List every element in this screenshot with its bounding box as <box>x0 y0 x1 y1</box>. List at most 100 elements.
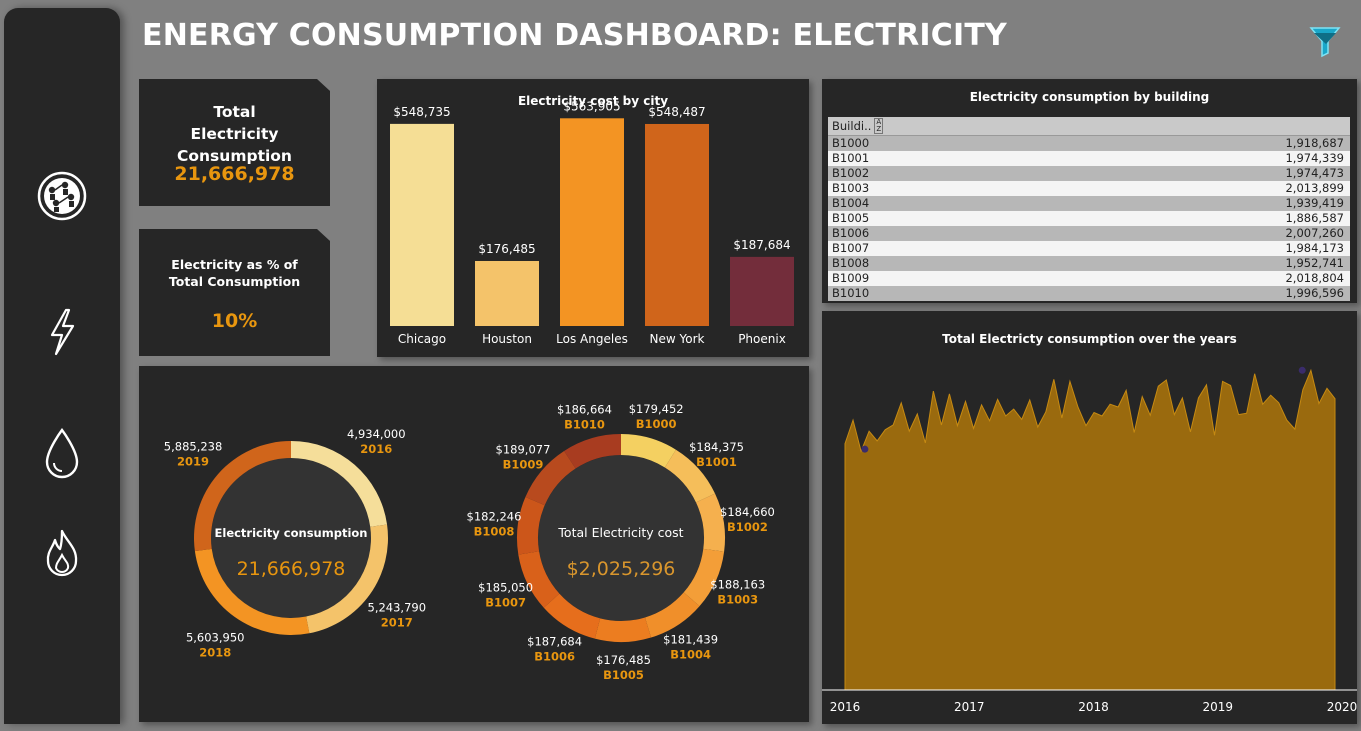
bar-value-label: $187,684 <box>733 238 790 252</box>
donut-value-label: $186,664 <box>557 402 612 416</box>
donut-value-label: 5,243,790 <box>368 601 427 615</box>
donut-slice-b1009[interactable] <box>525 450 576 506</box>
table-row[interactable]: B1001 1,974,339 <box>828 151 1350 166</box>
donut-category-label: B1007 <box>485 595 526 609</box>
donut-category-label: B1003 <box>717 593 758 607</box>
donut-center-value: $2,025,296 <box>567 558 676 580</box>
donut-value-label: $185,050 <box>478 580 533 594</box>
donut-value-label: $176,485 <box>596 653 651 667</box>
bar-houston[interactable] <box>475 260 539 326</box>
bar-value-label: $548,735 <box>393 105 450 119</box>
donut-slice-b1007[interactable] <box>518 551 560 608</box>
donut-value-label: $184,375 <box>689 440 744 454</box>
donut-slice-2019[interactable] <box>194 441 291 552</box>
bar-category-label: Houston <box>482 332 532 346</box>
donut-center-value: 21,666,978 <box>237 558 346 580</box>
table-cell-building: B1002 <box>832 166 870 180</box>
donut-category-label: 2016 <box>360 442 392 456</box>
donut-value-label: $181,439 <box>663 632 718 646</box>
table-cell-building: B1003 <box>832 181 870 195</box>
table-cell-building: B1001 <box>832 151 870 165</box>
donut-slice-b1000[interactable] <box>621 434 676 468</box>
table-row[interactable]: B1009 2,018,804 <box>828 271 1350 286</box>
donut-category-label: B1009 <box>503 458 544 472</box>
donut-slice-b1004[interactable] <box>645 592 700 638</box>
bar-category-label: Los Angeles <box>556 332 628 346</box>
table-cell-building: B1007 <box>832 241 870 255</box>
donut-slice-b1003[interactable] <box>683 548 725 607</box>
donut-slice-b1008[interactable] <box>517 497 545 555</box>
donut-value-label: 5,885,238 <box>164 440 223 454</box>
table-row[interactable]: B1002 1,974,473 <box>828 166 1350 181</box>
donut-category-label: B1004 <box>670 647 711 661</box>
water-drop-icon[interactable] <box>4 426 120 482</box>
bar-category-label: Phoenix <box>738 332 786 346</box>
table-cell-building: B1000 <box>832 136 870 150</box>
area-series[interactable] <box>844 368 1336 691</box>
gas-flame-icon[interactable] <box>4 528 120 580</box>
table-row[interactable]: B1008 1,952,741 <box>828 256 1350 271</box>
donut-slice-b1010[interactable] <box>564 434 621 469</box>
donut-slice-2017[interactable] <box>306 524 388 634</box>
table-cell-building: B1006 <box>832 226 870 240</box>
bar-chart-title: Electricity cost by city <box>517 94 669 108</box>
table-row[interactable]: B1010 1,996,596 <box>828 286 1350 301</box>
donut-center-title: Electricity consumption <box>215 526 368 540</box>
area-chart-title: Total Electricty consumption over the ye… <box>942 332 1237 346</box>
donut-hole <box>211 458 371 618</box>
x-tick-label: 2018 <box>1078 700 1109 714</box>
table-header-label: Buildi.. <box>832 119 872 133</box>
table-row[interactable]: B1007 1,984,173 <box>828 241 1350 256</box>
highlight-marker <box>1298 366 1306 374</box>
table-row[interactable]: B1005 1,886,587 <box>828 211 1350 226</box>
table-cell-value: 2,018,804 <box>1285 271 1344 285</box>
table-title: Electricity consumption by building <box>969 90 1210 104</box>
bar-value-label: $548,487 <box>648 105 705 119</box>
donut-value-label: 5,603,950 <box>186 631 245 645</box>
donut-panel: 4,934,000 2016 5,243,790 2017 5,603,950 2018 5… <box>139 366 809 722</box>
donut-slice-b1002[interactable] <box>696 493 725 552</box>
table-row[interactable]: B1006 2,007,260 <box>828 226 1350 241</box>
table-row[interactable]: B1003 2,013,899 <box>828 181 1350 196</box>
area-chart-card: Total Electricty consumption over the ye… <box>822 311 1357 724</box>
table-cell-building: B1005 <box>832 211 870 225</box>
table-row[interactable]: B1000 1,918,687 <box>828 136 1350 151</box>
bar-new-york[interactable] <box>645 123 709 326</box>
donut-value-label: $188,163 <box>710 578 765 592</box>
donut-slice-b1001[interactable] <box>664 449 716 503</box>
x-tick-label: 2017 <box>954 700 985 714</box>
table-cell-value: 1,996,596 <box>1285 286 1344 300</box>
all-energy-icon[interactable] <box>4 170 120 222</box>
table-row[interactable]: B1004 1,939,419 <box>828 196 1350 211</box>
donut-category-label: B1010 <box>564 417 605 431</box>
x-tick-label: 2016 <box>830 700 861 714</box>
donut-slice-b1005[interactable] <box>594 617 652 642</box>
kpi-percent-value: 10% <box>211 310 258 332</box>
donut-value-label: $179,452 <box>629 402 684 416</box>
table-cell-value: 1,984,173 <box>1285 241 1344 255</box>
donut-slice-b1006[interactable] <box>543 593 601 639</box>
filter-funnel-icon[interactable] <box>1308 24 1342 62</box>
table-cell-building: B1004 <box>832 196 870 210</box>
bar-los-angeles[interactable] <box>560 118 624 327</box>
bar-value-label: $176,485 <box>478 242 535 256</box>
bar-phoenix[interactable] <box>730 256 794 326</box>
table-cell-value: 1,918,687 <box>1285 136 1344 150</box>
donut-value-label: $189,077 <box>496 443 551 457</box>
bar-chicago[interactable] <box>390 123 454 327</box>
table-cell-value: 2,007,260 <box>1285 226 1344 240</box>
table-cell-value: 1,974,339 <box>1285 151 1344 165</box>
page-title: ENERGY CONSUMPTION DASHBOARD: ELECTRICIT… <box>142 18 1007 53</box>
donut-slice-2018[interactable] <box>194 548 310 635</box>
table-cell-building: B1009 <box>832 271 870 285</box>
donut-value-label: $187,684 <box>527 634 582 648</box>
donut-slice-2016[interactable] <box>291 441 388 527</box>
donut-value-label: $184,660 <box>720 505 775 519</box>
electricity-bolt-icon[interactable] <box>4 308 120 356</box>
table-cell-value: 1,939,419 <box>1285 196 1344 210</box>
sidebar <box>4 8 120 724</box>
